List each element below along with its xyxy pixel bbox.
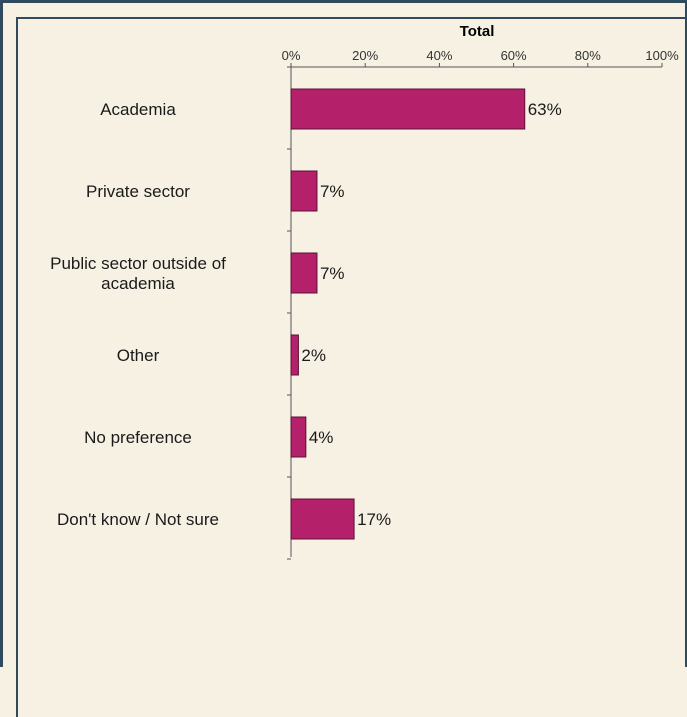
bar bbox=[290, 498, 355, 540]
data-label: 2% bbox=[301, 346, 326, 365]
bar bbox=[290, 88, 526, 130]
bar bbox=[290, 252, 318, 294]
data-label: 7% bbox=[320, 182, 345, 201]
bar bbox=[290, 170, 318, 212]
data-label: 4% bbox=[309, 428, 334, 447]
data-label: 63% bbox=[528, 100, 562, 119]
bar-chart: Total 0% 20% 40% 60% 80% 100% Academia Private… bbox=[50, 23, 679, 560]
category-label: No preference bbox=[84, 428, 192, 447]
category-label: Academia bbox=[100, 100, 176, 119]
x-tick-label: 20% bbox=[352, 48, 378, 63]
value-labels: 63% 7% 7% 2% 4% 17% bbox=[301, 100, 561, 529]
category-labels: Academia Private sector Public sector outs… bbox=[50, 100, 226, 529]
category-label: Don't know / Not sure bbox=[57, 510, 219, 529]
category-label: academia bbox=[101, 274, 175, 293]
bar bbox=[290, 334, 299, 376]
bars bbox=[290, 88, 526, 540]
bar bbox=[290, 416, 307, 458]
data-label: 7% bbox=[320, 264, 345, 283]
category-label: Private sector bbox=[86, 182, 190, 201]
x-tick-label: 60% bbox=[501, 48, 527, 63]
x-axis: 0% 20% 40% 60% 80% 100% bbox=[282, 48, 679, 560]
data-label: 17% bbox=[357, 510, 391, 529]
x-tick-label: 80% bbox=[575, 48, 601, 63]
x-tick-label: 40% bbox=[426, 48, 452, 63]
x-tick-label: 100% bbox=[645, 48, 679, 63]
category-label: Public sector outside of bbox=[50, 254, 226, 273]
chart-title: Total bbox=[460, 23, 495, 40]
chart-inner-frame bbox=[16, 17, 687, 717]
x-tick-label: 0% bbox=[282, 48, 301, 63]
category-label: Other bbox=[117, 346, 160, 365]
